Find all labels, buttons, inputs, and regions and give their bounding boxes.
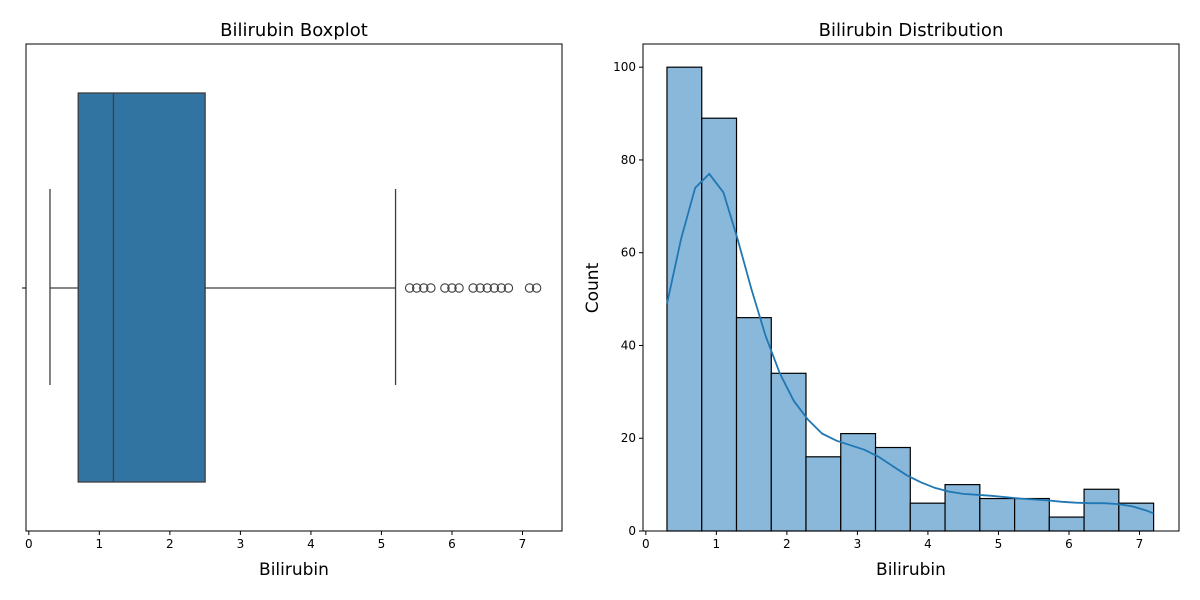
- histogram-bar: [735, 317, 772, 532]
- boxplot-outlier: [440, 283, 450, 293]
- histogram-x-tick-label: 2: [783, 537, 791, 551]
- histogram-y-tick-label: 100: [613, 60, 636, 74]
- histogram-bar: [1083, 488, 1120, 532]
- boxplot-outlier: [411, 283, 422, 293]
- boxplot-outlier: [426, 283, 436, 293]
- boxplot-outlier: [454, 283, 464, 293]
- histogram-bar: [1014, 497, 1050, 532]
- boxplot-outlier: [524, 283, 535, 293]
- histogram-x-tick-label: 6: [1065, 537, 1073, 551]
- boxplot-outlier: [531, 283, 542, 293]
- histogram-bar: [909, 502, 946, 532]
- histogram-panel: Bilirubin Distribution 0 1 2 3 4 5 6 7 0 20 40 60 8…: [583, 20, 1180, 580]
- histogram-bar: [770, 372, 807, 532]
- histogram-bar: [701, 117, 738, 532]
- histogram-x-axis: 0 1 2 3 4 5 6 7: [642, 531, 1143, 551]
- histogram-frame: [642, 43, 1180, 532]
- histogram-bar: [666, 66, 703, 532]
- boxplot-title: Bilirubin Boxplot: [220, 20, 368, 41]
- boxplot-outlier: [489, 283, 500, 293]
- histogram-bar: [874, 446, 911, 532]
- boxplot-x-tick-label: 2: [166, 537, 174, 551]
- histogram-y-tick-label: 20: [621, 431, 636, 445]
- histogram-kde-line: [666, 172, 1154, 515]
- histogram-bar: [1048, 516, 1085, 532]
- boxplot-x-tick-label: 5: [378, 537, 386, 551]
- histogram-x-tick-label: 3: [854, 537, 862, 551]
- histogram-y-axis-title: Count: [583, 262, 603, 313]
- boxplot-outlier: [419, 283, 429, 293]
- histogram-x-tick-label: 1: [713, 537, 721, 551]
- histogram-x-tick-label: 0: [642, 537, 650, 551]
- boxplot-x-tick-label: 6: [448, 537, 456, 551]
- boxplot-x-tick-label: 3: [237, 537, 245, 551]
- boxplot-x-tick-label: 0: [25, 537, 33, 551]
- boxplot-panel: Bilirubin Boxplot 0 1 2 3 4 5 6 7 Bilirubin: [22, 20, 563, 580]
- histogram-x-tick-label: 4: [924, 537, 932, 551]
- boxplot-box: [77, 92, 206, 483]
- histogram-y-tick-label: 80: [621, 153, 636, 167]
- histogram-bar: [805, 456, 842, 532]
- boxplot-outlier: [475, 283, 485, 293]
- boxplot-outlier: [496, 283, 507, 293]
- histogram-x-axis-title: Bilirubin: [876, 560, 946, 580]
- boxplot-x-tick-label: 1: [96, 537, 104, 551]
- histogram-bar: [979, 497, 1016, 532]
- histogram-y-tick-label: 0: [628, 524, 636, 538]
- boxplot-outlier: [503, 283, 514, 293]
- histogram-x-tick-label: 7: [1136, 537, 1144, 551]
- histogram-x-tick-label: 5: [995, 537, 1003, 551]
- boxplot-x-axis: 0 1 2 3 4 5 6 7: [25, 531, 526, 551]
- boxplot-x-tick-label: 7: [519, 537, 527, 551]
- histogram-y-tick-label: 40: [621, 338, 636, 352]
- boxplot-x-tick-label: 4: [307, 537, 315, 551]
- boxplot-outlier: [482, 283, 492, 293]
- histogram-y-tick-label: 60: [621, 246, 636, 260]
- histogram-y-axis: 0 20 40 60 80 100: [613, 60, 643, 538]
- boxplot-plot-area: [49, 92, 542, 483]
- boxplot-outlier: [468, 283, 478, 293]
- boxplot-outlier: [404, 283, 415, 293]
- histogram-bars: [666, 66, 1155, 532]
- histogram-title: Bilirubin Distribution: [819, 20, 1004, 41]
- boxplot-x-axis-title: Bilirubin: [259, 560, 329, 580]
- boxplot-outlier: [447, 283, 457, 293]
